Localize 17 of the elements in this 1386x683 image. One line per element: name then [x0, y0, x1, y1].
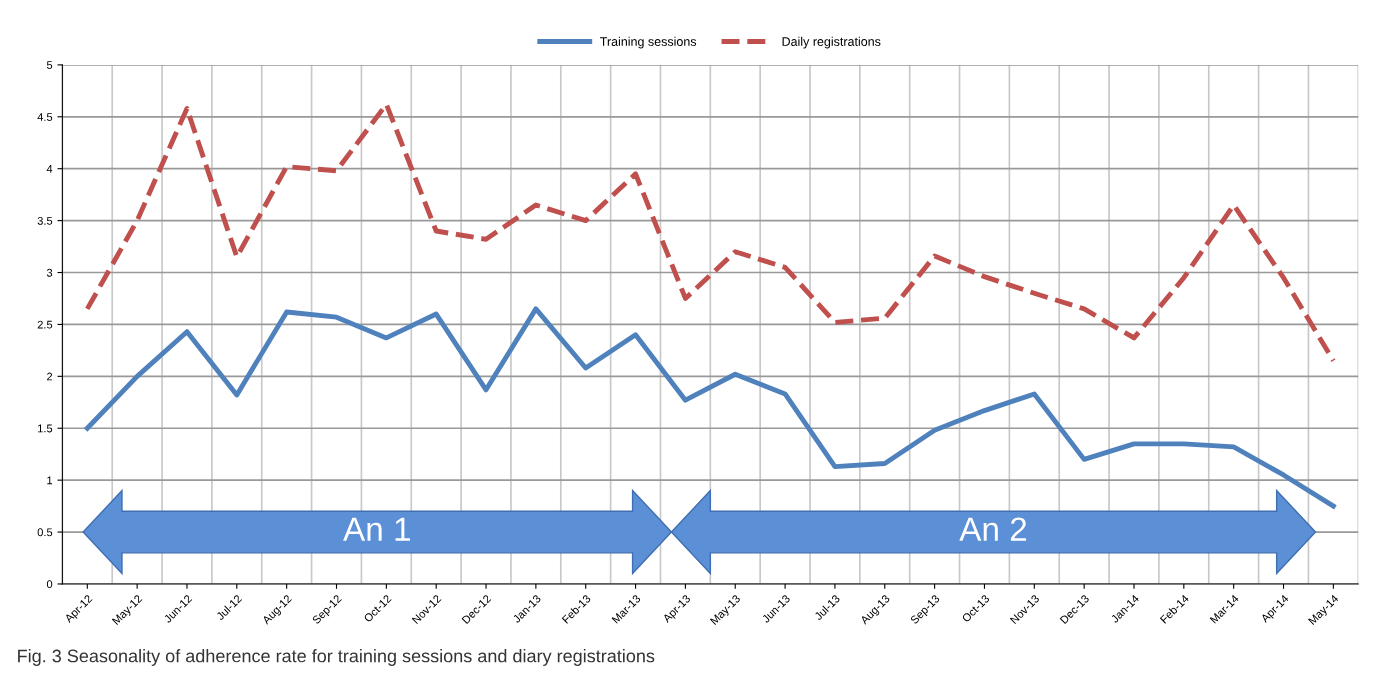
y-tick-label: 4 — [46, 165, 53, 173]
line-series — [84, 306, 1336, 509]
y-tick-label: 0 — [46, 580, 53, 589]
y-tick-label: 2 — [47, 372, 53, 381]
y-tick-label: 1.5 — [38, 424, 53, 433]
annotation: An 1 — [343, 517, 410, 541]
legend-label: Training sessions — [600, 36, 697, 49]
y-tick-label: 3 — [46, 268, 53, 277]
caption: Fig. 3 Seasonality of adherence rate for training sessions and diary registrations — [18, 649, 655, 666]
y-tick-label: 1 — [47, 476, 53, 485]
legend-label: Daily registrations — [782, 36, 881, 49]
y-tick-label: 5 — [46, 61, 53, 70]
annotation: An 2 — [959, 517, 1027, 541]
y-tick-label: 4.5 — [37, 113, 53, 121]
y-tick-label: 3.5 — [37, 216, 53, 225]
y-tick-label: 2.5 — [37, 320, 53, 329]
y-tick-label: 0.5 — [37, 528, 53, 537]
